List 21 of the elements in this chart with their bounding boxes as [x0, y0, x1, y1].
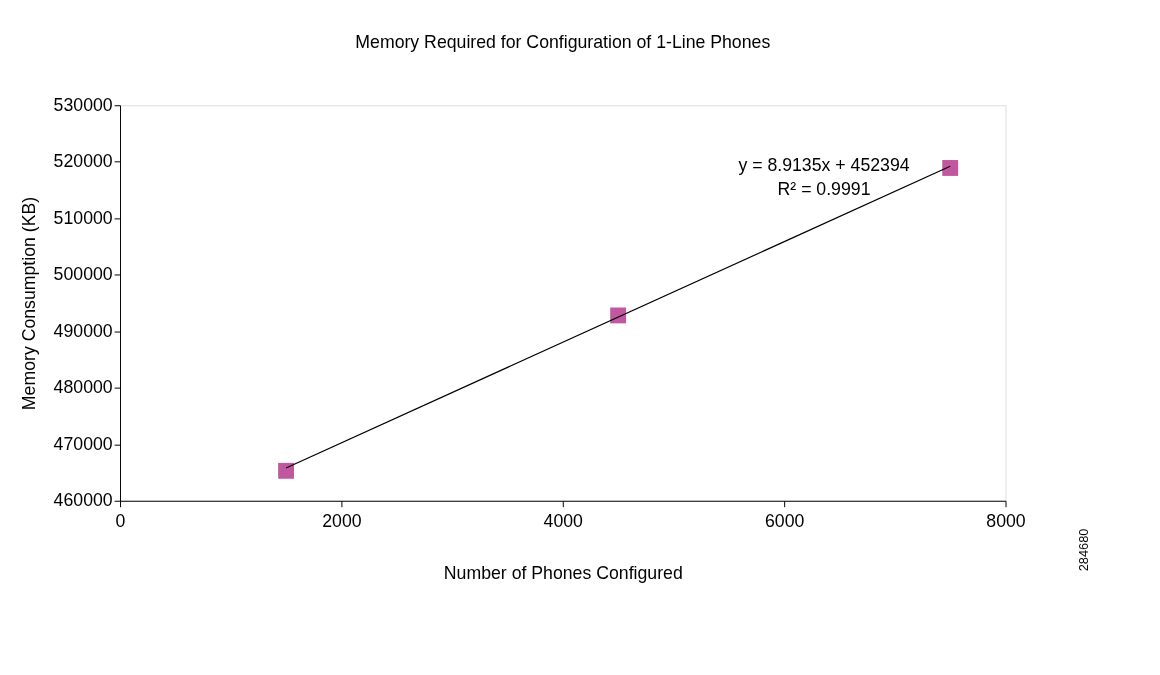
y-tick-label: 480000 — [53, 377, 113, 398]
x-tick-label: 0 — [115, 510, 126, 531]
y-tick-label: 490000 — [53, 320, 113, 341]
x-tick-label: 2000 — [322, 510, 362, 531]
text: 284680 — [1076, 528, 1092, 572]
y-tick-label: 470000 — [53, 433, 113, 454]
y-tick-label: 460000 — [53, 490, 113, 511]
y-tick-label: 520000 — [53, 151, 113, 172]
y-tick-label: 530000 — [53, 94, 113, 115]
point — [278, 462, 294, 479]
point — [942, 160, 959, 176]
annotation: R² = 0.9991 — [777, 179, 871, 200]
x-tick-label: 6000 — [764, 510, 805, 531]
annotation: y = 8.9135x + 452394 — [738, 155, 910, 176]
chart-title: Memory Required for Configuration of 1-Line Phones — [355, 32, 771, 53]
y-tick-label: 510000 — [53, 207, 113, 228]
x-tick-label: 8000 — [986, 510, 1026, 531]
y-tick-label: 500000 — [53, 264, 113, 285]
x-axis-title: Number of Phones Configured — [443, 562, 683, 583]
x-tick-label: 4000 — [543, 510, 584, 531]
y-axis-title: Memory Consumption (KB) — [18, 196, 39, 411]
